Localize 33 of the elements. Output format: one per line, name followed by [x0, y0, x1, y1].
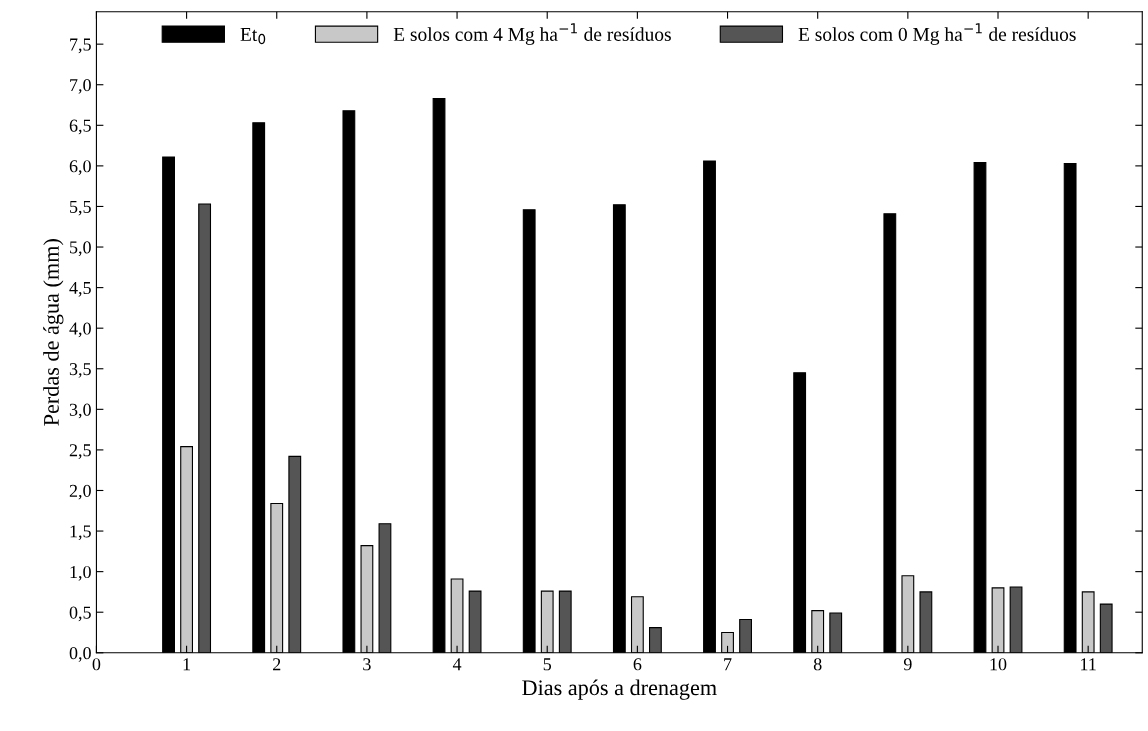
x-tick-label: 6 — [633, 658, 642, 671]
x-tick-label: 3 — [363, 658, 371, 671]
y-tick-label: 5,0 — [70, 241, 91, 257]
x-tick-label: 4 — [452, 658, 462, 671]
y-tick-label: 7,5 — [70, 38, 91, 54]
x-axis-title: Dias após a drenagem — [522, 679, 717, 700]
x-tick-label: 5 — [543, 658, 552, 671]
y-tick-label: 2,5 — [69, 444, 91, 459]
y-tick-label: 0,0 — [69, 647, 91, 662]
x-tick-label: 2 — [273, 658, 281, 671]
legend-label: E solos com 0 Mg ha$^{−1}$ de resíduos — [798, 23, 1076, 45]
x-tick-label: 11 — [1081, 658, 1096, 671]
y-tick-label: 6,5 — [69, 119, 91, 135]
x-tick-label: 8 — [813, 658, 822, 671]
y-tick-label: 0,5 — [69, 606, 91, 622]
x-tick-label: 10 — [990, 658, 1007, 671]
y-axis-title: Perdas de água (mm) — [43, 239, 64, 426]
y-tick-label: 5,5 — [70, 200, 91, 216]
y-tick-label: 6,0 — [69, 160, 91, 175]
x-tick-label: 7 — [724, 658, 732, 671]
legend-label: Et$_{0}$ — [240, 28, 266, 45]
x-tick-label: 0 — [92, 658, 101, 671]
y-tick-label: 2,0 — [69, 484, 91, 500]
legend-label: E solos com 4 Mg ha$^{−1}$ de resíduos — [393, 23, 671, 45]
y-tick-label: 1,0 — [70, 565, 91, 581]
y-tick-label: 4,5 — [69, 281, 91, 297]
y-tick-label: 3,5 — [69, 363, 91, 378]
y-tick-label: 3,0 — [69, 403, 91, 419]
y-tick-label: 4,0 — [69, 322, 91, 338]
x-tick-label: 9 — [903, 658, 912, 671]
x-tick-label: 1 — [183, 658, 191, 671]
y-tick-label: 7,0 — [70, 78, 91, 94]
y-tick-label: 1,5 — [70, 525, 91, 541]
